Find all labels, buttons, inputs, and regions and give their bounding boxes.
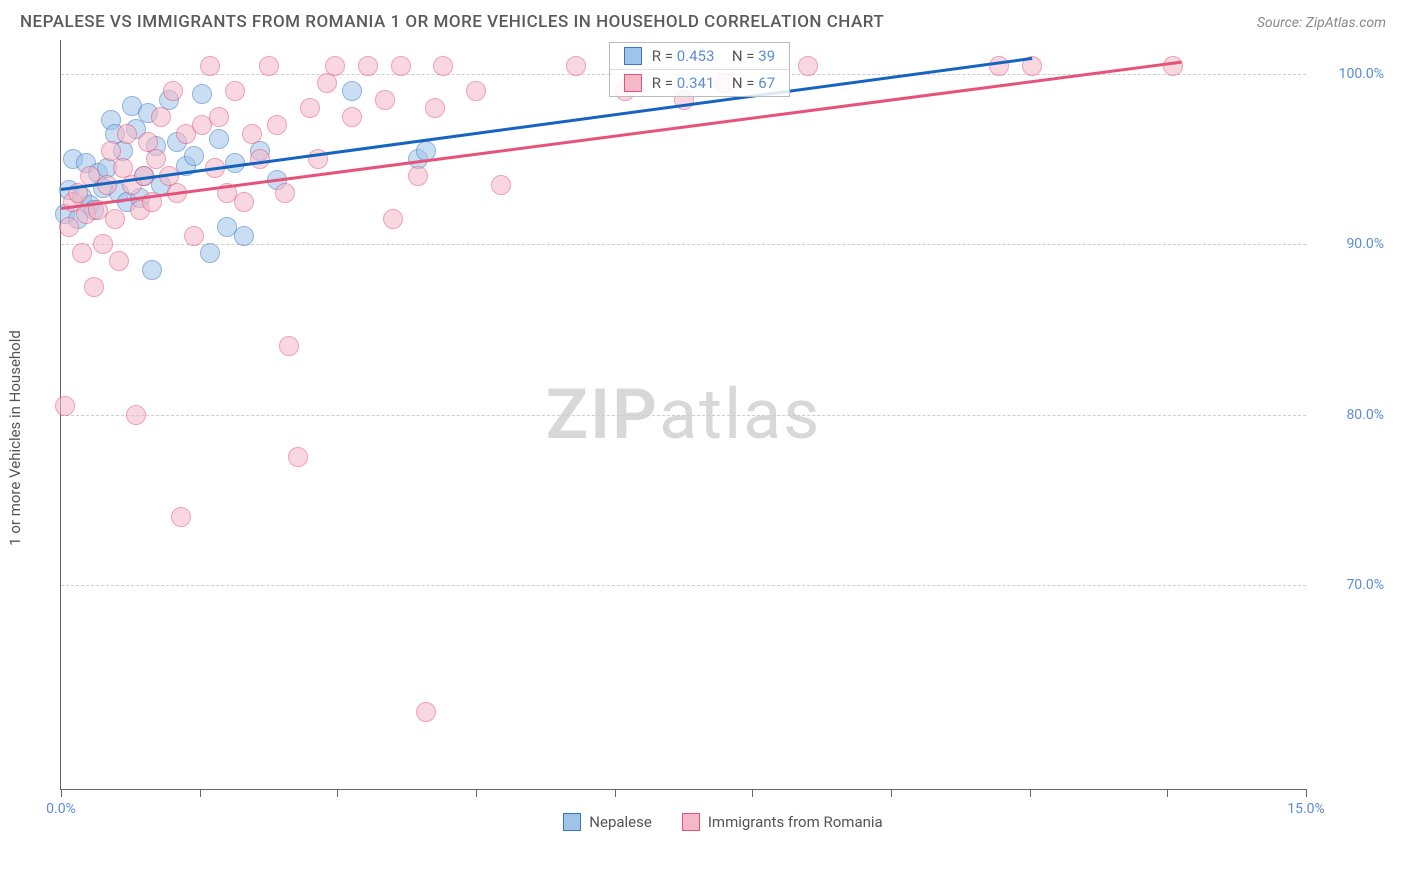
data-point bbox=[391, 56, 411, 76]
data-point bbox=[142, 260, 162, 280]
data-point bbox=[151, 107, 171, 127]
data-point bbox=[184, 146, 204, 166]
data-point bbox=[317, 73, 337, 93]
data-point bbox=[408, 166, 428, 186]
data-point bbox=[566, 56, 586, 76]
y-tick-label: 70.0% bbox=[1314, 577, 1384, 593]
data-point bbox=[72, 243, 92, 263]
legend-swatch bbox=[624, 47, 642, 65]
chart-source: Source: ZipAtlas.com bbox=[1257, 15, 1386, 31]
data-point bbox=[163, 81, 183, 101]
data-point bbox=[466, 81, 486, 101]
data-point bbox=[325, 56, 345, 76]
data-point bbox=[491, 175, 511, 195]
data-point bbox=[433, 56, 453, 76]
r-value: R = 0.453 bbox=[652, 47, 715, 65]
data-point bbox=[209, 107, 229, 127]
data-point bbox=[93, 234, 113, 254]
data-point bbox=[55, 396, 75, 416]
data-point bbox=[342, 107, 362, 127]
x-tick bbox=[1306, 789, 1307, 797]
data-point bbox=[416, 702, 436, 722]
data-point bbox=[105, 209, 125, 229]
x-tick bbox=[752, 789, 753, 797]
data-point bbox=[209, 129, 229, 149]
data-point bbox=[288, 447, 308, 467]
x-tick bbox=[61, 789, 62, 797]
legend-item: Nepalese bbox=[563, 813, 652, 831]
plot-area: ZIPatlas 70.0%80.0%90.0%100.0%0.0%15.0%R… bbox=[60, 40, 1306, 790]
legend-swatch bbox=[682, 813, 700, 831]
data-point bbox=[171, 507, 191, 527]
data-point bbox=[109, 251, 129, 271]
data-point bbox=[358, 56, 378, 76]
x-tick bbox=[200, 789, 201, 797]
series-legend: Nepalese Immigrants from Romania bbox=[60, 813, 1386, 831]
r-value: R = 0.341 bbox=[652, 74, 715, 92]
data-point bbox=[259, 56, 279, 76]
chart-container: 1 or more Vehicles in Household ZIPatlas… bbox=[60, 40, 1386, 835]
chart-title: NEPALESE VS IMMIGRANTS FROM ROMANIA 1 OR… bbox=[20, 12, 884, 32]
x-tick bbox=[1030, 789, 1031, 797]
data-point bbox=[279, 336, 299, 356]
data-point bbox=[1163, 56, 1183, 76]
correlation-legend-row: R = 0.341 N = 67 bbox=[610, 70, 789, 96]
data-point bbox=[84, 277, 104, 297]
y-axis-label: 1 or more Vehicles in Household bbox=[6, 330, 24, 546]
data-point bbox=[375, 90, 395, 110]
correlation-legend-row: R = 0.453 N = 39 bbox=[610, 43, 789, 70]
legend-item: Immigrants from Romania bbox=[682, 813, 883, 831]
data-point bbox=[267, 115, 287, 135]
gridline bbox=[61, 585, 1306, 586]
data-point bbox=[225, 81, 245, 101]
data-point bbox=[300, 98, 320, 118]
data-point bbox=[242, 124, 262, 144]
legend-label: Immigrants from Romania bbox=[708, 813, 883, 831]
data-point bbox=[200, 56, 220, 76]
data-point bbox=[342, 81, 362, 101]
gridline bbox=[61, 415, 1306, 416]
correlation-legend: R = 0.453 N = 39R = 0.341 N = 67 bbox=[609, 42, 790, 97]
data-point bbox=[798, 56, 818, 76]
x-tick bbox=[615, 789, 616, 797]
data-point bbox=[59, 217, 79, 237]
data-point bbox=[425, 98, 445, 118]
y-tick-label: 100.0% bbox=[1314, 66, 1384, 82]
legend-label: Nepalese bbox=[589, 813, 652, 831]
n-value: N = 67 bbox=[724, 74, 775, 92]
data-point bbox=[234, 192, 254, 212]
n-value: N = 39 bbox=[724, 47, 775, 65]
x-tick bbox=[1167, 789, 1168, 797]
data-point bbox=[192, 84, 212, 104]
data-point bbox=[275, 183, 295, 203]
data-point bbox=[234, 226, 254, 246]
y-tick-label: 80.0% bbox=[1314, 407, 1384, 423]
data-point bbox=[989, 56, 1009, 76]
y-tick-label: 90.0% bbox=[1314, 236, 1384, 252]
x-tick bbox=[891, 789, 892, 797]
data-point bbox=[117, 124, 137, 144]
x-tick bbox=[476, 789, 477, 797]
data-point bbox=[101, 141, 121, 161]
data-point bbox=[184, 226, 204, 246]
data-point bbox=[200, 243, 220, 263]
data-point bbox=[146, 149, 166, 169]
x-tick bbox=[337, 789, 338, 797]
data-point bbox=[383, 209, 403, 229]
legend-swatch bbox=[624, 74, 642, 92]
legend-swatch bbox=[563, 813, 581, 831]
data-point bbox=[126, 405, 146, 425]
